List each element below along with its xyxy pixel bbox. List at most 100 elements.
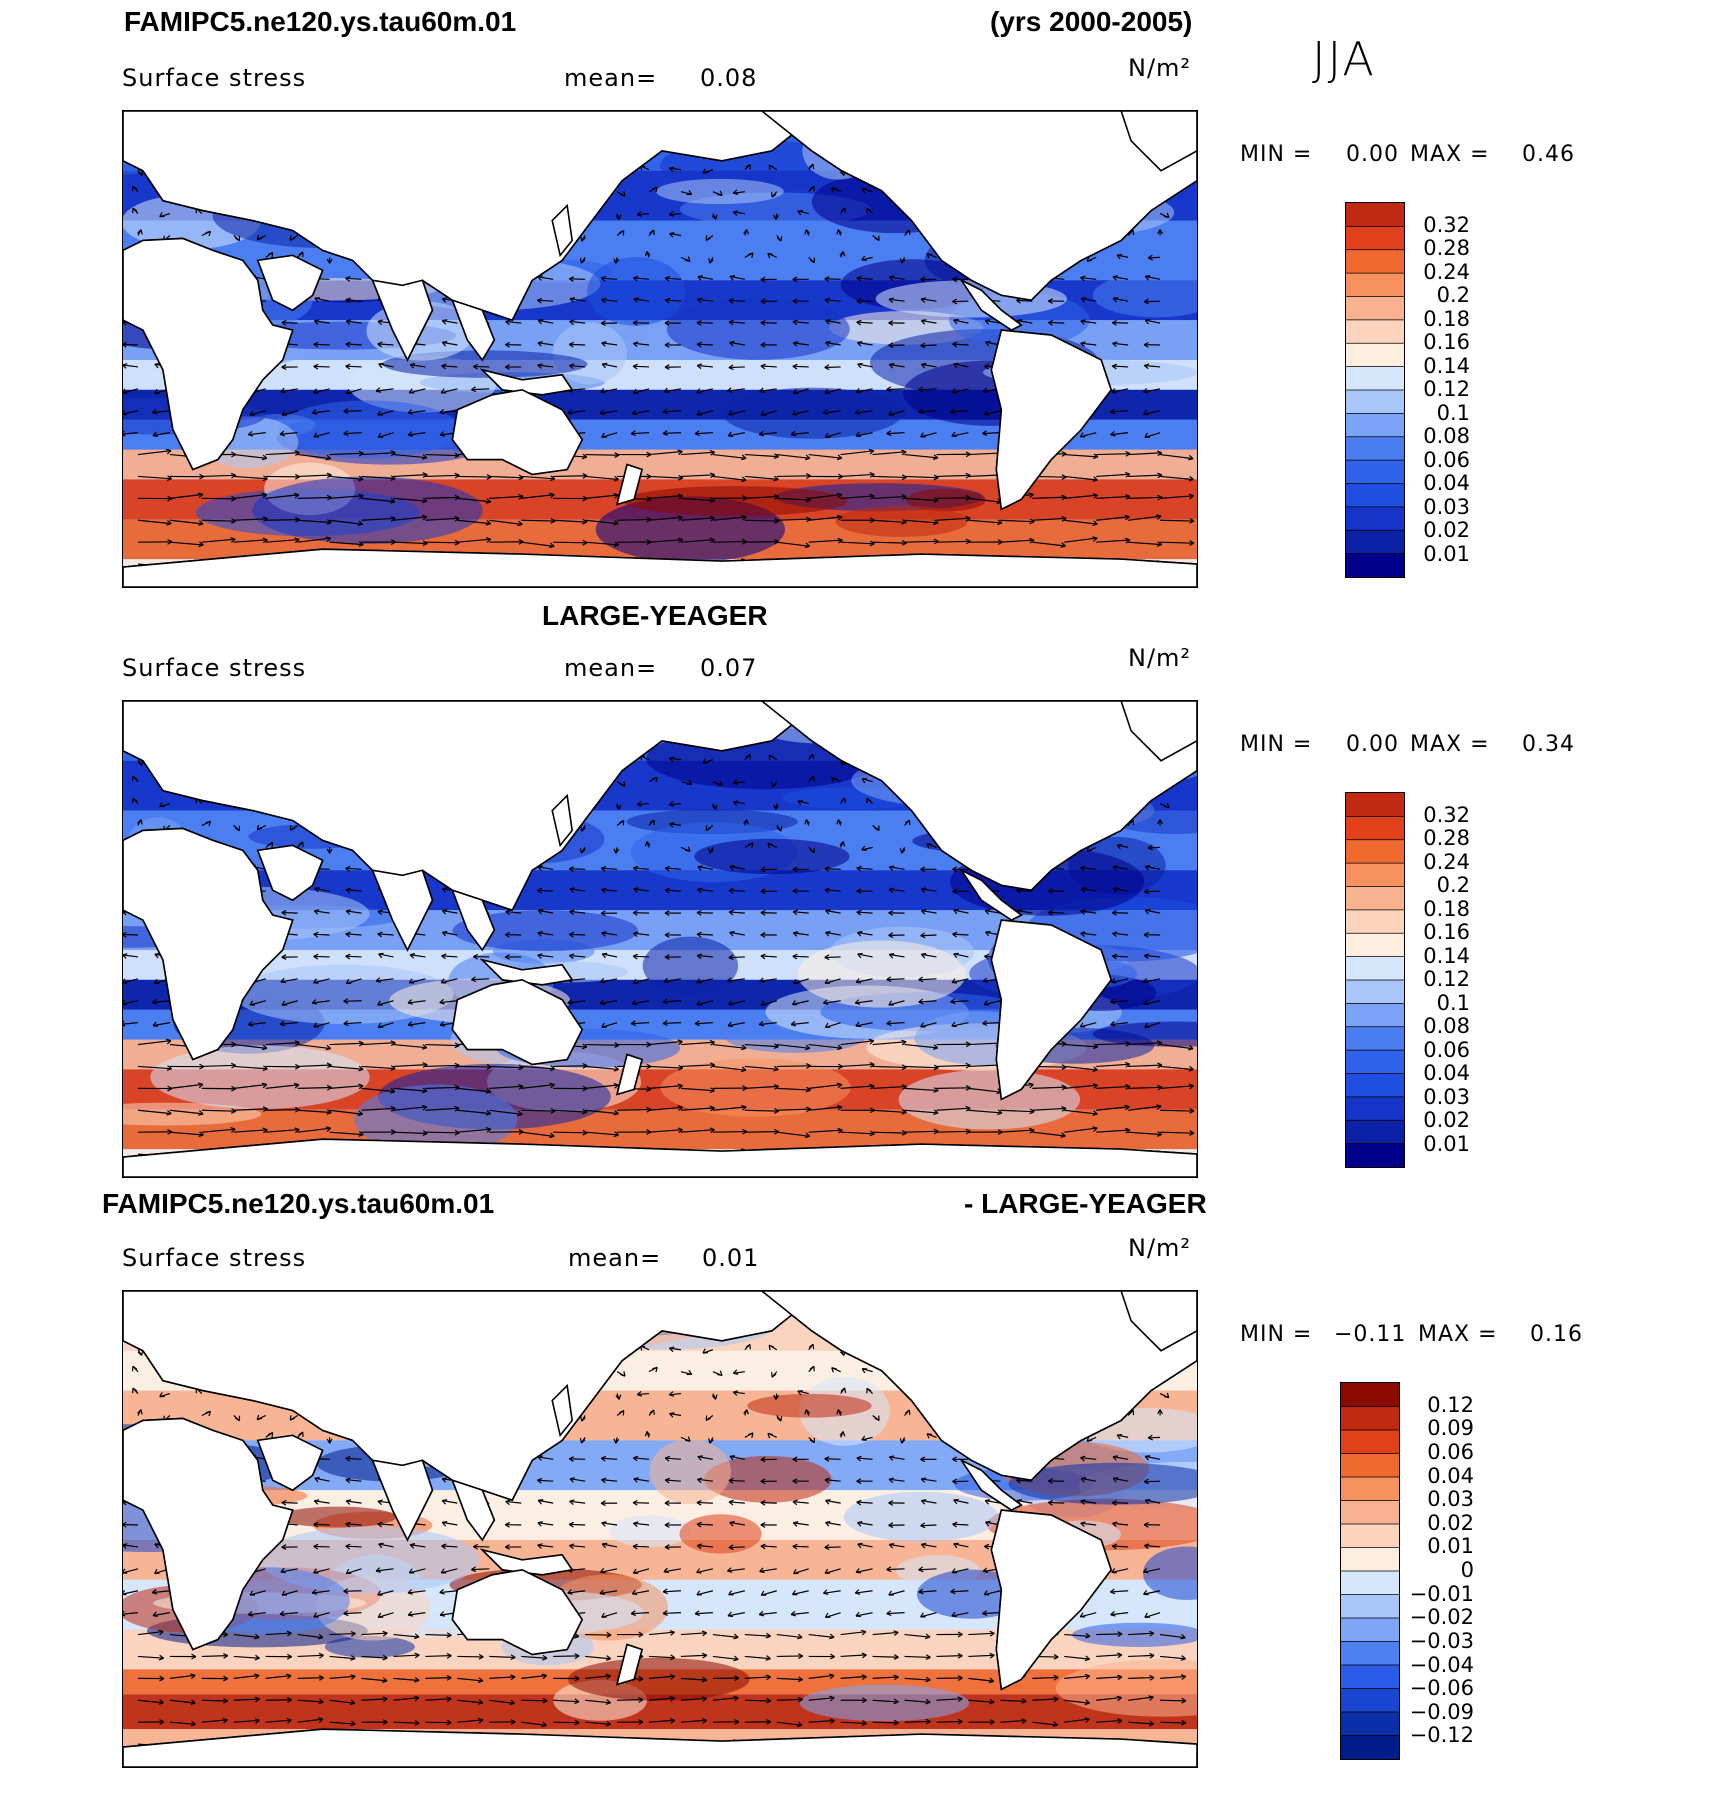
colorbar-tick-label: 0.16 [1423, 920, 1470, 944]
stress-blob [552, 322, 627, 385]
colorbar-swatch [1346, 460, 1404, 484]
colorbar-swatch [1346, 1096, 1404, 1121]
colorbar-tick-label: 0.01 [1423, 1131, 1470, 1156]
colorbar-tick-label: −0.02 [1409, 1605, 1474, 1630]
stress-blob [324, 1635, 415, 1658]
panel3-mean-label: mean= [568, 1244, 662, 1272]
stress-blob [123, 1102, 262, 1126]
stress-blob [354, 1084, 518, 1154]
colorbar-swatch [1346, 530, 1404, 555]
land-mask [959, 278, 1023, 331]
colorbar-tick-label: −0.06 [1409, 1676, 1474, 1701]
colorbar-tick-label: 0.03 [1427, 1487, 1474, 1512]
colorbar-tick-label: 0.24 [1423, 849, 1470, 874]
colorbar-tick-label: 0.08 [1423, 1014, 1470, 1038]
colorbar-swatch [1346, 413, 1404, 438]
land-mask [451, 979, 584, 1066]
colorbar-swatch [1341, 1453, 1399, 1478]
land-mask [256, 1434, 324, 1492]
colorbar-tick-label: 0.24 [1423, 259, 1470, 284]
colorbar-swatch [1346, 980, 1404, 1004]
land-mask [371, 869, 434, 952]
colorbar-tick-label: 0.32 [1423, 802, 1470, 827]
land-mask [256, 844, 324, 902]
colorbar-swatch [1346, 1026, 1404, 1051]
colorbar-tick-label: 0.28 [1423, 826, 1470, 850]
colorbar-tick-label: 0.01 [1423, 541, 1470, 566]
colorbar-swatch [1346, 793, 1404, 817]
stress-blob [279, 1506, 397, 1528]
stress-blob [587, 257, 686, 326]
panel3-heading-right: - LARGE-YEAGER [964, 1188, 1207, 1219]
colorbar-swatch [1341, 1712, 1399, 1736]
panel2-min-value: 0.00 [1346, 732, 1399, 757]
colorbar-tick-label: 0.09 [1427, 1416, 1474, 1441]
land-mask [451, 298, 496, 362]
land-mask [123, 1728, 1197, 1767]
colorbar-swatch [1346, 249, 1404, 274]
land-mask [615, 463, 643, 506]
colorbar-tick-label: 0.02 [1427, 1510, 1474, 1535]
colorbar-swatch [1341, 1477, 1399, 1501]
stress-blob [722, 387, 903, 439]
land-mask [1120, 111, 1197, 172]
panel3-units: N/m² [1128, 1234, 1192, 1262]
map-panel-model [122, 110, 1198, 588]
colorbar-difference-labels: 0.12 0.09 0.06 0.04 0.03 0.02 0.01 0 −0.01 −0.02−… [1400, 1382, 1474, 1760]
panel2-max-label: MAX = [1410, 732, 1490, 757]
colorbar-tick-label: 0.1 [1436, 400, 1470, 425]
land-mask [1120, 701, 1197, 762]
land-mask [479, 368, 574, 396]
colorbar-tick-label: −0.03 [1409, 1628, 1474, 1653]
stress-blob [797, 940, 966, 1008]
stress-blob [799, 1684, 970, 1722]
colorbar-swatch [1346, 933, 1404, 958]
years-label: (yrs 2000-2005) [990, 6, 1193, 37]
panel1-mean-value: 0.08 [700, 64, 758, 92]
stress-blob [679, 1514, 762, 1554]
colorbar-tick-label: 0.2 [1436, 873, 1470, 897]
colorbar-tick-label: 0.12 [1427, 1392, 1474, 1417]
colorbar-tick-label: 0.02 [1423, 518, 1470, 542]
land-mask [451, 888, 496, 952]
stress-blob [1072, 1622, 1197, 1647]
stress-blob [642, 936, 739, 995]
land-mask [990, 919, 1113, 1101]
panel2-mean-label: mean= [564, 654, 658, 682]
colorbar-tick-label: 0.02 [1423, 1108, 1470, 1132]
colorbar-tick-label: 0.04 [1423, 1061, 1470, 1085]
colorbar-tick-label: 0.12 [1423, 377, 1470, 401]
colorbar-tick-label: 0.1 [1436, 990, 1470, 1015]
colorbar-observations-labels: 0.32 0.28 0.24 0.2 0.18 0.16 0.14 0.12 0.1 0.08 0.… [1400, 792, 1470, 1168]
stress-blob [835, 505, 968, 537]
colorbar-observations [1345, 792, 1405, 1168]
stress-blob [1008, 1462, 1197, 1505]
colorbar-swatch [1346, 226, 1404, 251]
panel3-max-value: 0.16 [1530, 1322, 1583, 1347]
colorbar-swatch [1346, 506, 1404, 531]
colorbar-swatch [1346, 839, 1404, 864]
stress-blob [906, 488, 986, 512]
colorbar-tick-label: 0.14 [1423, 943, 1470, 968]
stress-blob [747, 1393, 872, 1418]
panel3-variable: Surface stress [122, 1244, 307, 1272]
stress-blob [623, 486, 848, 516]
stress-blob [1092, 273, 1197, 318]
colorbar-tick-label: 0.03 [1423, 494, 1470, 519]
colorbar-model [1345, 202, 1405, 578]
colorbar-swatch [1346, 1073, 1404, 1098]
colorbar-swatch [1341, 1641, 1399, 1666]
colorbar-tick-label: 0.06 [1423, 1037, 1470, 1062]
land-mask [123, 237, 294, 471]
land-mask [615, 1053, 643, 1096]
stress-blob [609, 1515, 691, 1548]
panel1-variable: Surface stress [122, 64, 307, 92]
land-mask [551, 203, 574, 258]
colorbar-tick-label: 0.2 [1436, 283, 1470, 307]
panel1-max-value: 0.46 [1522, 142, 1575, 167]
panel2-heading: LARGE-YEAGER [542, 600, 768, 631]
colorbar-swatch [1346, 886, 1404, 911]
colorbar-swatch [1346, 956, 1404, 981]
land-mask [990, 1509, 1113, 1691]
colorbar-swatch [1341, 1571, 1399, 1595]
